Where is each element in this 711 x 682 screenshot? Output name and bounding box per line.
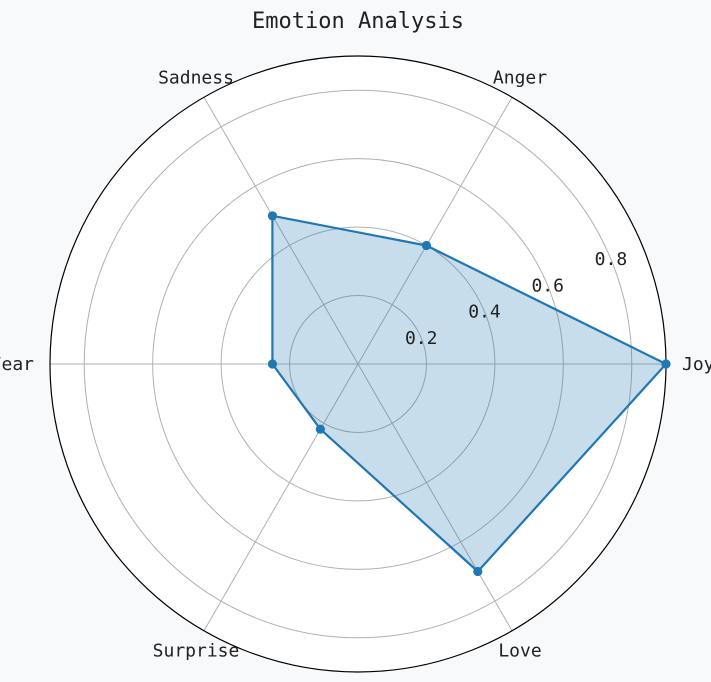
data-point-sadness — [267, 211, 278, 221]
r-tick-label: 0.4 — [468, 302, 501, 323]
category-label-sadness: Sadness — [158, 67, 234, 88]
data-layer — [267, 211, 671, 577]
spoke-sadness — [203, 97, 359, 365]
spoke-anger — [357, 97, 513, 365]
data-point-surprise — [315, 424, 325, 434]
category-label-anger: Anger — [493, 67, 547, 88]
r-tick-label: 0.6 — [531, 275, 564, 296]
data-point-joy — [661, 359, 671, 369]
category-label-joy: Joy — [682, 354, 711, 375]
chart-title: Emotion Analysis — [252, 9, 464, 34]
r-tick-label: 0.2 — [405, 328, 438, 349]
data-point-fear — [267, 359, 278, 369]
category-label-fear: Fear — [0, 354, 34, 375]
category-label-love: Love — [498, 641, 541, 662]
label-layer: Joy Anger Sadness Fear Surprise Love 0.2 0.4 0.6… — [0, 67, 711, 661]
data-point-anger — [421, 240, 432, 251]
spoke-surprise — [203, 363, 359, 631]
spoke-love — [357, 363, 513, 631]
data-point-love — [473, 566, 483, 577]
category-label-surprise: Surprise — [153, 641, 240, 662]
series-area — [272, 215, 666, 572]
r-tick-label: 0.8 — [595, 249, 628, 270]
